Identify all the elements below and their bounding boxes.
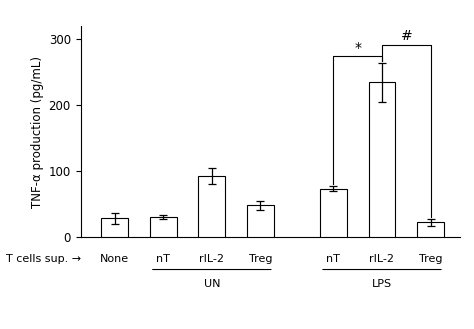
Text: rIL-2: rIL-2 [370,254,394,264]
Text: *: * [354,40,361,55]
Bar [199,176,225,237]
Bar [150,217,177,237]
Y-axis label: TNF-α production (pg/mL): TNF-α production (pg/mL) [31,56,45,208]
Bar [101,218,128,237]
Bar [247,205,274,237]
Bar [369,82,395,237]
Text: #: # [401,29,412,43]
Text: nT: nT [156,254,170,264]
Text: Treg: Treg [419,254,442,264]
Text: LPS: LPS [372,279,392,289]
Bar [320,189,347,237]
Text: Treg: Treg [249,254,272,264]
Text: UN: UN [204,279,220,289]
Text: rIL-2: rIL-2 [200,254,224,264]
Text: nT: nT [327,254,340,264]
Bar [417,222,444,237]
Text: None: None [100,254,129,264]
Text: T cells sup. →: T cells sup. → [6,254,81,264]
